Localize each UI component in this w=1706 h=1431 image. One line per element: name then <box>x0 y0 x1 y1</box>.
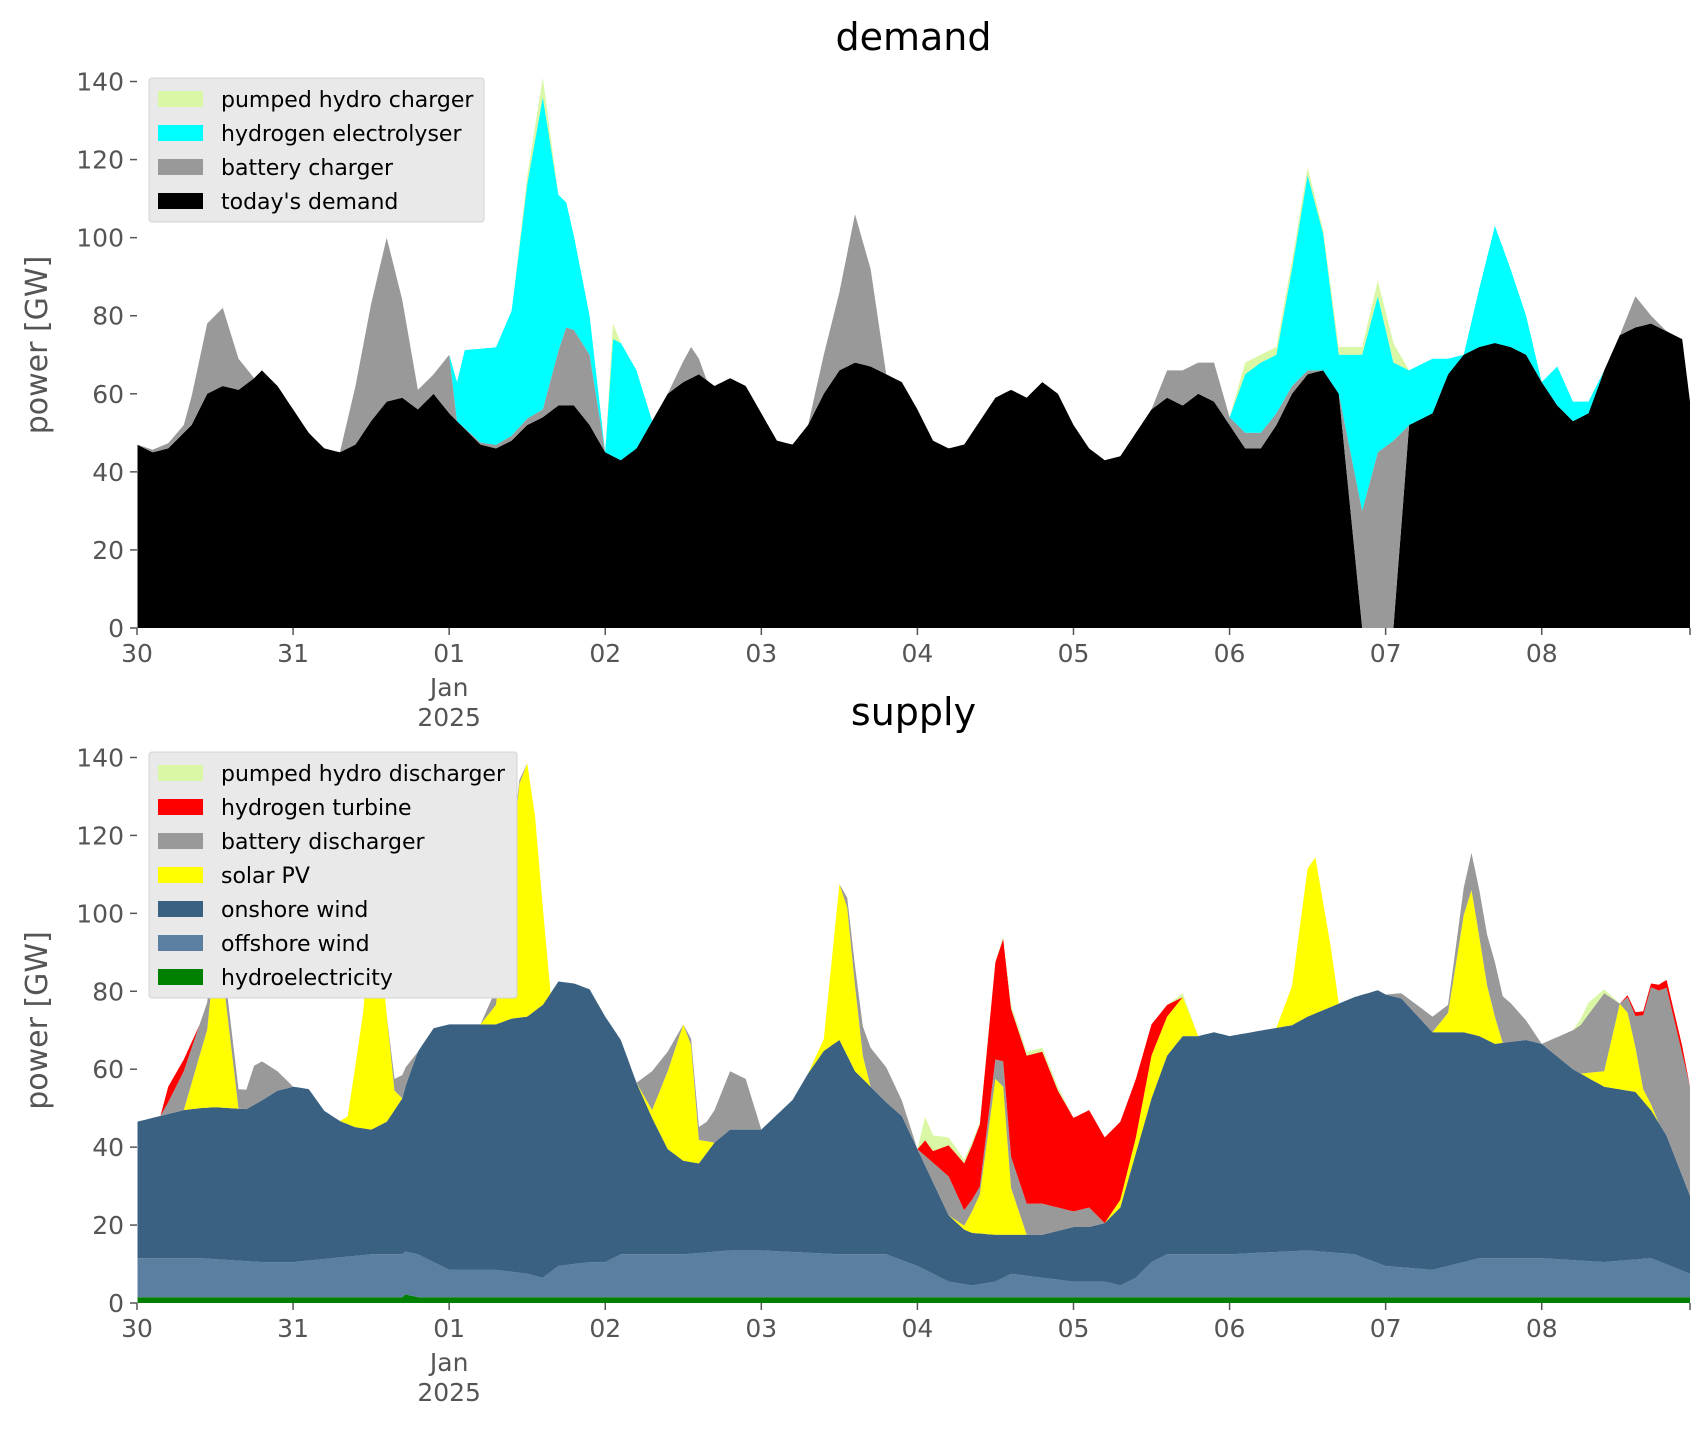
legend-item-battery-charger: battery charger <box>158 156 394 181</box>
x-tick-label: 05 <box>1058 1314 1090 1343</box>
y-tick-label: 20 <box>92 1211 124 1240</box>
legend-item-hydroelectricity: hydroelectricity <box>158 966 393 991</box>
y-axis-label: power [GW] <box>20 256 55 435</box>
y-tick-label: 80 <box>92 302 124 331</box>
legend: pumped hydro charger hydrogen electrolyse… <box>148 77 485 223</box>
y-tick-label: 40 <box>92 458 124 487</box>
legend-swatch <box>158 91 203 107</box>
legend-item-hydrogen-electrolyser: hydrogen electrolyser <box>158 122 462 147</box>
x-tick-label: 07 <box>1370 1314 1402 1343</box>
y-axis-label: power [GW] <box>20 931 55 1110</box>
y-tick-label: 40 <box>92 1133 124 1162</box>
y-axis: 0 20 40 60 80 100 120 140 power [GW] <box>20 738 138 1318</box>
area-offshore-wind <box>137 1250 1690 1298</box>
area-hydroelectricity <box>137 1294 1690 1303</box>
legend-item-solar-pv: solar PV <box>158 864 310 889</box>
legend-swatch <box>158 969 203 985</box>
area-today-s-demand <box>137 323 1690 628</box>
x-tick-label: 04 <box>901 639 933 668</box>
legend-label: today's demand <box>221 190 398 215</box>
x-tick-label: 03 <box>745 639 777 668</box>
area-hydrogen-electrolyser <box>137 97 1690 511</box>
legend-swatch <box>158 833 203 849</box>
x-tick-label: 30 <box>121 1314 153 1343</box>
stacked-areas <box>137 763 1690 1303</box>
legend-label: hydroelectricity <box>221 966 393 991</box>
legend-label: battery charger <box>221 156 394 181</box>
legend-label: solar PV <box>221 864 310 889</box>
y-tick-label: 0 <box>108 1289 124 1318</box>
x-tick-sublabel: 2025 <box>417 1378 481 1407</box>
x-tick-label: 06 <box>1214 639 1246 668</box>
chart-title: demand <box>835 15 991 59</box>
legend-label: offshore wind <box>221 932 370 957</box>
legend-swatch <box>158 159 203 175</box>
legend-box <box>148 77 485 223</box>
x-tick-label: 05 <box>1058 639 1090 668</box>
x-tick-label: 06 <box>1214 1314 1246 1343</box>
legend-swatch <box>158 765 203 781</box>
y-tick-label: 140 <box>76 743 124 772</box>
area-solar-pv <box>137 763 1690 1235</box>
legend-swatch <box>158 125 203 141</box>
y-tick-label: 80 <box>92 977 124 1006</box>
y-tick-label: 120 <box>76 146 124 175</box>
y-tick-label: 140 <box>76 68 124 97</box>
x-tick-label: 08 <box>1526 1314 1558 1343</box>
y-tick-label: 20 <box>92 536 124 565</box>
y-tick-label: 60 <box>92 380 124 409</box>
x-tick-label: 31 <box>277 1314 309 1343</box>
x-tick-sublabel: Jan <box>428 673 469 702</box>
x-tick-label: 07 <box>1370 639 1402 668</box>
y-tick-label: 0 <box>108 614 124 643</box>
x-tick-sublabel: Jan <box>428 1348 469 1377</box>
legend-swatch <box>158 901 203 917</box>
x-tick-label: 02 <box>589 1314 621 1343</box>
legend-item-pumped-hydro-discharger: pumped hydro discharger <box>158 762 506 787</box>
y-tick-label: 60 <box>92 1055 124 1084</box>
legend-item-hydrogen-turbine: hydrogen turbine <box>158 796 412 821</box>
legend-swatch <box>158 935 203 951</box>
legend-item-onshore-wind: onshore wind <box>158 898 368 923</box>
legend-item-today-s-demand: today's demand <box>158 190 398 215</box>
x-tick-label: 31 <box>277 639 309 668</box>
x-tick-label: 01 <box>433 639 465 668</box>
x-tick-label: 02 <box>589 639 621 668</box>
y-tick-label: 120 <box>76 821 124 850</box>
stacked-areas <box>137 77 1690 628</box>
legend-swatch <box>158 867 203 883</box>
x-tick-label: 30 <box>121 639 153 668</box>
legend-label: pumped hydro discharger <box>221 762 506 787</box>
x-tick-label: 08 <box>1526 639 1558 668</box>
area-battery-discharger <box>137 763 1690 1235</box>
legend-label: onshore wind <box>221 898 368 923</box>
legend-label: hydrogen turbine <box>221 796 412 821</box>
chart-title: supply <box>851 690 976 734</box>
x-tick-label: 01 <box>433 1314 465 1343</box>
y-tick-label: 100 <box>76 899 124 928</box>
y-tick-label: 100 <box>76 224 124 253</box>
x-tick-sublabel: 2025 <box>417 703 481 732</box>
area-onshore-wind <box>137 981 1690 1286</box>
legend-item-pumped-hydro-charger: pumped hydro charger <box>158 88 474 113</box>
legend-label: battery discharger <box>221 830 426 855</box>
legend-swatch <box>158 193 203 209</box>
legend-label: hydrogen electrolyser <box>221 122 462 147</box>
x-tick-label: 03 <box>745 1314 777 1343</box>
legend-swatch <box>158 799 203 815</box>
y-axis: 0 20 40 60 80 100 120 140 power [GW] <box>20 62 138 643</box>
legend-box <box>148 751 518 999</box>
legend-label: pumped hydro charger <box>221 88 474 113</box>
legend-item-offshore-wind: offshore wind <box>158 932 370 957</box>
legend: pumped hydro discharger hydrogen turbine b… <box>148 751 518 999</box>
legend-item-battery-discharger: battery discharger <box>158 830 426 855</box>
x-tick-label: 04 <box>901 1314 933 1343</box>
